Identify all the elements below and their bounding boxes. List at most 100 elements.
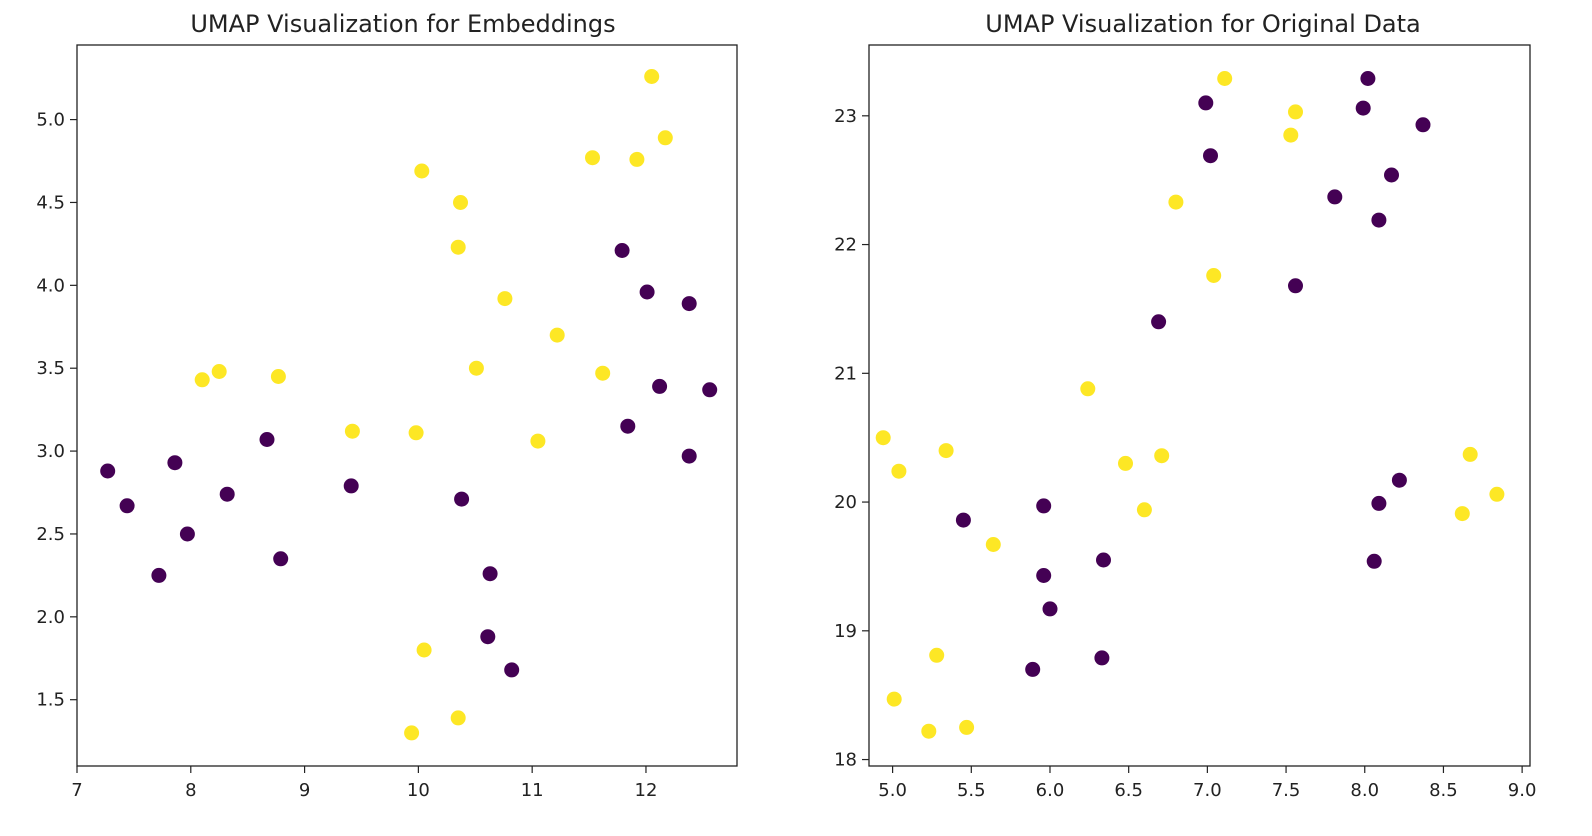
y-tick-label: 22 <box>834 235 857 256</box>
scatter-point-class-0 <box>1360 71 1376 86</box>
scatter-point-class-1 <box>414 163 430 179</box>
scatter-point-class-0 <box>259 432 275 447</box>
scatter-point-class-1 <box>1283 127 1299 143</box>
scatter-point-class-0 <box>273 551 289 567</box>
y-tick-label: 21 <box>834 363 857 384</box>
scatter-point-class-1 <box>1136 502 1152 518</box>
series-class-0 <box>100 243 718 678</box>
scatter-point-class-0 <box>151 567 167 583</box>
scatter-point-class-1 <box>450 710 466 726</box>
scatter-point-class-0 <box>179 526 195 542</box>
scatter-point-class-1 <box>1080 381 1096 397</box>
scatter-point-class-1 <box>211 364 227 379</box>
scatter-point-class-0 <box>1025 661 1041 677</box>
scatter-point-class-0 <box>681 296 697 312</box>
scatter-point-class-1 <box>530 433 546 449</box>
x-tick-label: 7.0 <box>1193 780 1222 801</box>
x-tick-label: 9 <box>299 780 310 801</box>
x-tick-label: 11 <box>521 780 544 801</box>
scatter-point-class-1 <box>1462 446 1478 462</box>
scatter-point-class-1 <box>886 691 902 707</box>
x-tick-label: 8 <box>185 780 196 801</box>
x-tick-label: 6.0 <box>1036 780 1065 801</box>
scatter-point-class-1 <box>497 291 513 307</box>
scatter-point-class-1 <box>929 647 945 663</box>
scatter-point-class-0 <box>639 284 655 300</box>
chart-title-embeddings: UMAP Visualization for Embeddings <box>190 10 615 38</box>
scatter-point-class-0 <box>482 566 498 582</box>
x-tick-label: 5.5 <box>957 780 986 801</box>
scatter-point-class-0 <box>1042 601 1058 617</box>
y-tick-label: 4.5 <box>36 192 65 213</box>
scatter-point-class-0 <box>1415 117 1431 133</box>
scatter-point-class-1 <box>644 69 660 84</box>
y-tick-label: 2.0 <box>36 607 65 628</box>
scatter-point-class-0 <box>1391 472 1407 488</box>
x-tick-label: 6.5 <box>1114 780 1143 801</box>
chart-embeddings: UMAP Visualization for Embeddings 7 8 9 10 1… <box>36 10 738 801</box>
chart-title-original-data: UMAP Visualization for Original Data <box>985 10 1421 38</box>
scatter-point-class-0 <box>955 512 971 528</box>
x-tick-label: 10 <box>407 780 430 801</box>
scatter-point-class-1 <box>959 719 975 735</box>
scatter-point-class-1 <box>450 239 466 255</box>
scatter-point-class-1 <box>595 365 611 381</box>
scatter-point-class-0 <box>119 498 135 514</box>
scatter-point-class-0 <box>1203 148 1218 164</box>
scatter-point-class-0 <box>1096 552 1111 568</box>
scatter-point-class-1 <box>1168 194 1184 210</box>
scatter-point-class-0 <box>1094 650 1110 666</box>
scatter-point-class-0 <box>1036 498 1052 514</box>
x-tick-label: 5.0 <box>878 780 907 801</box>
scatter-point-class-0 <box>620 418 636 434</box>
scatter-point-class-1 <box>1454 506 1470 522</box>
scatter-point-class-1 <box>891 463 907 479</box>
chart-original-data: UMAP Visualization for Original Data 5.0… <box>834 10 1536 801</box>
scatter-point-class-1 <box>657 130 673 146</box>
scatter-point-class-1 <box>629 151 645 167</box>
scatter-point-class-0 <box>702 382 718 398</box>
scatter-point-class-0 <box>343 478 359 494</box>
scatter-point-class-0 <box>1355 100 1371 116</box>
scatter-point-class-1 <box>1489 486 1505 502</box>
series-class-0 <box>955 71 1431 677</box>
scatter-point-class-1 <box>453 195 468 210</box>
y-tick-label: 3.5 <box>36 358 65 379</box>
scatter-point-class-1 <box>1154 448 1170 464</box>
y-tick-label: 2.5 <box>36 524 65 545</box>
scatter-point-class-0 <box>614 243 630 258</box>
scatter-point-class-0 <box>1327 189 1343 205</box>
scatter-point-class-0 <box>219 486 235 502</box>
scatter-point-class-1 <box>1206 268 1222 283</box>
scatter-point-class-1 <box>468 360 484 376</box>
scatter-point-class-0 <box>1371 212 1387 228</box>
scatter-point-class-1 <box>1118 455 1133 471</box>
series-class-1 <box>194 69 673 741</box>
scatter-point-class-0 <box>1384 167 1399 183</box>
scatter-point-class-0 <box>480 629 496 645</box>
scatter-point-class-1 <box>985 537 1001 552</box>
x-tick-label: 7 <box>71 780 82 801</box>
y-tick-label: 23 <box>834 106 857 127</box>
scatter-point-class-1 <box>408 425 424 441</box>
x-tick-label: 9.0 <box>1508 780 1537 801</box>
y-tick-label: 4.0 <box>36 275 65 296</box>
y-tick-label: 20 <box>834 492 857 513</box>
scatter-point-class-1 <box>344 423 360 439</box>
scatter-point-class-1 <box>270 369 286 384</box>
series-class-1 <box>875 71 1505 739</box>
scatter-point-class-1 <box>585 150 600 166</box>
scatter-point-class-0 <box>1198 95 1214 111</box>
scatter-point-class-0 <box>504 662 520 678</box>
y-tick-label: 3.0 <box>36 441 65 462</box>
scatter-point-class-0 <box>1151 314 1167 330</box>
plot-frame-embeddings <box>76 44 738 767</box>
scatter-point-class-0 <box>652 378 668 394</box>
scatter-point-class-1 <box>1288 104 1303 120</box>
x-tick-label: 12 <box>635 780 658 801</box>
x-tick-label: 7.5 <box>1272 780 1301 801</box>
scatter-point-class-0 <box>100 463 116 479</box>
plot-frame-original-data <box>868 44 1531 767</box>
scatter-point-class-0 <box>167 455 183 471</box>
